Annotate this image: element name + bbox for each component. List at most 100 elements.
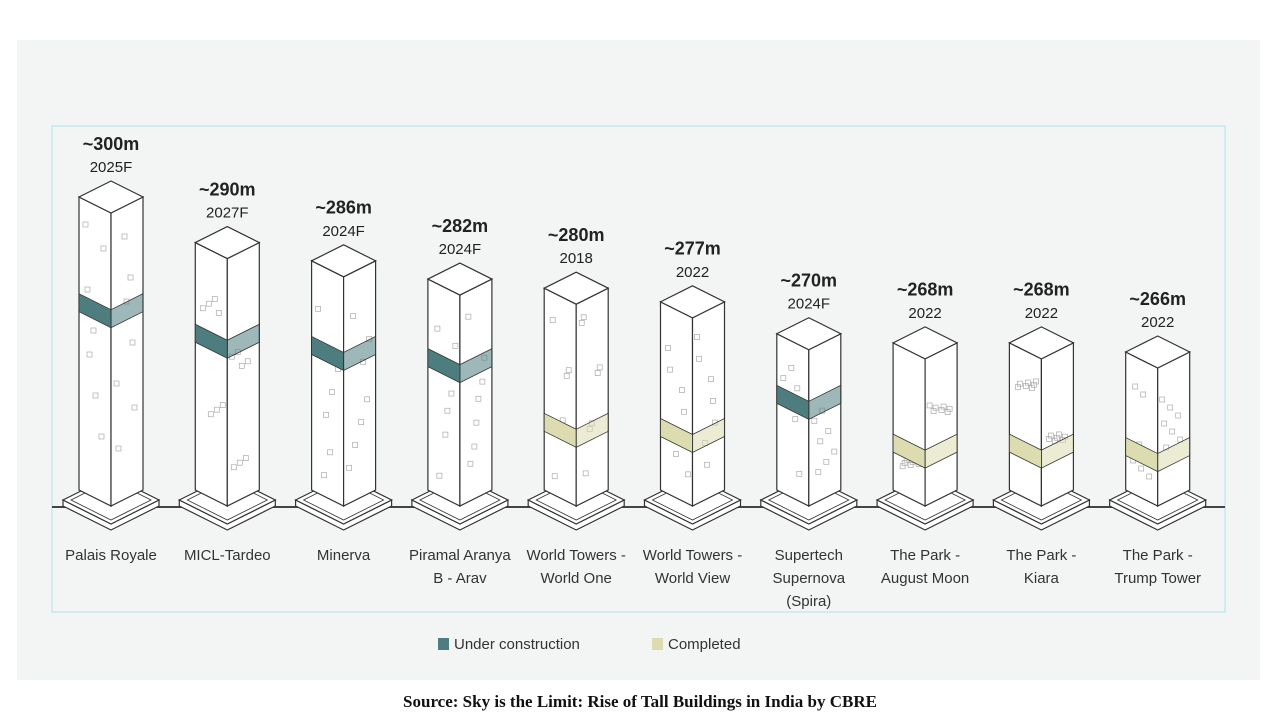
- window: [244, 358, 251, 365]
- window: [236, 459, 243, 466]
- face-left: [194, 241, 228, 507]
- window: [1017, 380, 1023, 387]
- category-label: Supertech: [775, 547, 843, 564]
- window: [100, 245, 107, 252]
- window: [780, 375, 787, 381]
- window: [211, 296, 218, 302]
- window: [323, 411, 329, 418]
- face-right: [343, 259, 377, 507]
- year-label: 2027F: [206, 205, 249, 222]
- window: [352, 442, 358, 448]
- value-label: ~277m: [664, 239, 721, 259]
- window: [792, 416, 799, 422]
- category-label: The Park -: [1123, 547, 1193, 564]
- window: [127, 274, 134, 281]
- window: [213, 406, 220, 413]
- face-left: [1125, 351, 1159, 507]
- roof: [542, 271, 610, 305]
- window: [596, 364, 603, 371]
- face-right: [808, 332, 842, 507]
- window: [946, 405, 953, 412]
- face-right: [459, 278, 493, 507]
- year-label: 2024F: [439, 241, 482, 258]
- year-label: 2024F: [322, 223, 365, 240]
- legend-label: Under construction: [454, 636, 580, 653]
- window: [794, 385, 801, 392]
- window: [944, 409, 951, 415]
- band-right: [343, 335, 377, 372]
- tower: [643, 285, 742, 531]
- window: [788, 365, 795, 371]
- tower: [1108, 335, 1208, 531]
- tower: [526, 271, 626, 531]
- face-left: [311, 259, 345, 507]
- window: [465, 313, 472, 320]
- tower: [61, 180, 161, 531]
- face-left: [1008, 341, 1043, 507]
- window: [823, 458, 830, 465]
- window: [899, 463, 906, 470]
- window: [434, 325, 441, 332]
- category-label: MICL-Tardeo: [184, 547, 271, 564]
- window: [549, 317, 556, 323]
- window: [86, 351, 93, 358]
- window: [358, 419, 364, 425]
- value-label: ~290m: [199, 179, 256, 199]
- window: [1023, 383, 1029, 389]
- roof: [77, 180, 145, 214]
- window: [1169, 428, 1176, 435]
- category-label: August Moon: [881, 570, 969, 587]
- roof: [310, 244, 377, 278]
- window: [673, 451, 679, 457]
- window: [1033, 378, 1039, 385]
- face-left: [427, 278, 461, 507]
- window: [578, 320, 585, 326]
- window: [1175, 412, 1182, 419]
- window: [448, 390, 455, 397]
- window: [1054, 434, 1060, 441]
- window: [1046, 436, 1052, 442]
- roof: [1008, 326, 1075, 360]
- face-left: [659, 300, 694, 507]
- band-right: [1041, 433, 1074, 469]
- roof: [775, 317, 843, 351]
- window: [696, 355, 702, 362]
- year-label: 2022: [1025, 305, 1058, 322]
- value-label: ~268m: [1013, 280, 1070, 300]
- window: [1167, 404, 1174, 411]
- frame: [51, 125, 1226, 613]
- face-left: [78, 196, 112, 507]
- window: [930, 408, 937, 414]
- window: [1025, 379, 1031, 386]
- window: [479, 378, 486, 385]
- face-left: [892, 341, 926, 507]
- tower: [410, 262, 510, 531]
- window: [219, 402, 226, 408]
- band-right: [459, 348, 493, 384]
- category-label: Minerva: [317, 547, 371, 564]
- window: [594, 370, 601, 376]
- window: [704, 461, 710, 468]
- category-label: Palais Royale: [65, 547, 157, 564]
- window: [1048, 432, 1054, 439]
- value-label: ~270m: [781, 271, 838, 291]
- category-label: Trump Tower: [1114, 570, 1201, 587]
- window: [685, 471, 691, 478]
- roof: [1124, 335, 1192, 369]
- roof: [426, 262, 494, 296]
- band-right: [924, 433, 958, 469]
- year-label: 2022: [908, 305, 941, 322]
- window: [131, 404, 138, 411]
- window: [92, 392, 99, 399]
- value-label: ~268m: [897, 280, 954, 300]
- window: [1029, 385, 1035, 391]
- window: [205, 300, 212, 307]
- window: [708, 376, 714, 383]
- face-right: [575, 287, 609, 507]
- roof: [659, 285, 726, 319]
- window: [1146, 473, 1153, 480]
- window: [815, 469, 822, 475]
- window: [444, 407, 451, 414]
- window: [82, 221, 89, 228]
- window: [901, 460, 908, 466]
